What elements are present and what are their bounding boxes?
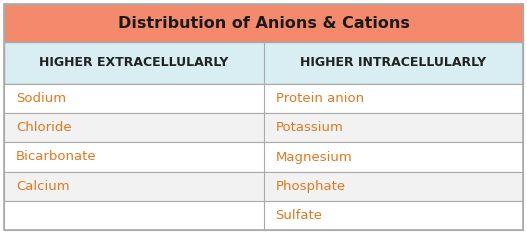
Text: Phosphate: Phosphate — [276, 180, 346, 193]
Text: HIGHER INTRACELLULARLY: HIGHER INTRACELLULARLY — [300, 56, 486, 69]
Bar — [4, 201, 523, 230]
Text: Calcium: Calcium — [16, 180, 70, 193]
Bar — [4, 113, 523, 143]
Text: Bicarbonate: Bicarbonate — [16, 150, 96, 164]
Bar — [4, 4, 523, 42]
Text: Distribution of Anions & Cations: Distribution of Anions & Cations — [118, 15, 409, 30]
Text: Potassium: Potassium — [276, 121, 344, 134]
Bar — [4, 84, 523, 113]
Bar — [4, 42, 523, 84]
Text: Magnesium: Magnesium — [276, 150, 352, 164]
Text: HIGHER EXTRACELLULARLY: HIGHER EXTRACELLULARLY — [39, 56, 228, 69]
Bar — [4, 143, 523, 172]
Text: Sodium: Sodium — [16, 92, 66, 105]
Text: Sulfate: Sulfate — [276, 209, 323, 222]
Bar — [4, 172, 523, 201]
Text: Chloride: Chloride — [16, 121, 72, 134]
Text: Protein anion: Protein anion — [276, 92, 364, 105]
